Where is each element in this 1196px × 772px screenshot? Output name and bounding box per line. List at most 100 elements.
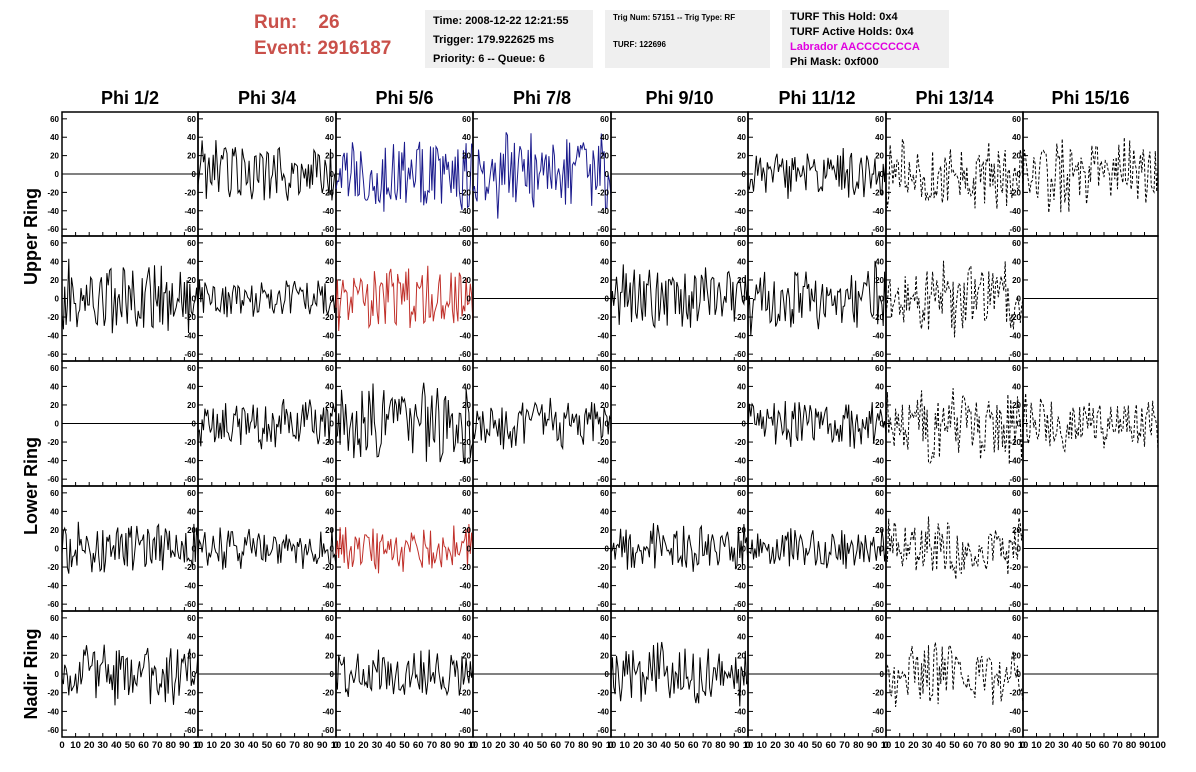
y-tick-label: 0 [192,170,197,179]
y-tick-label: -60 [872,475,884,484]
y-tick-label: -60 [597,350,609,359]
x-tick-label: 60 [413,740,424,751]
x-tick-label: 40 [661,740,672,751]
y-tick-label: -40 [459,707,471,716]
x-tick-label: 0 [333,740,338,751]
y-tick-label: -40 [322,332,334,341]
y-tick-label: 40 [600,133,609,142]
y-tick-label: 20 [325,276,334,285]
y-tick-label: -40 [459,582,471,591]
y-tick-label: -60 [1009,726,1021,735]
y-tick-label: -40 [1009,707,1021,716]
y-tick-label: -20 [47,188,59,197]
x-tick-label: 70 [427,740,438,751]
event-label: Event: [254,38,313,59]
y-tick-label: 60 [600,115,609,124]
x-tick-label: 60 [276,740,287,751]
y-tick-label: -40 [597,707,609,716]
y-tick-label: 20 [462,276,471,285]
y-tick-label: 60 [1012,614,1021,623]
y-tick-label: 20 [325,401,334,410]
y-tick-label: 20 [1012,526,1021,535]
y-tick-label: 40 [462,507,471,516]
y-tick-label: 20 [737,651,746,660]
y-tick-label: 60 [325,239,334,248]
y-tick-label: 40 [1012,507,1021,516]
x-tick-label: 0 [195,740,200,751]
y-tick-label: -20 [322,689,334,698]
panel-frame [197,360,337,487]
waveform-trace [747,260,887,336]
y-tick-label: 20 [737,152,746,161]
x-tick-label: 40 [386,740,397,751]
y-tick-label: -60 [459,475,471,484]
y-tick-label: 40 [737,133,746,142]
y-tick-label: -20 [184,188,196,197]
y-tick-label: -60 [322,225,334,234]
turf-text: TURF: 122696 [613,40,666,49]
y-tick-label: -20 [872,689,884,698]
y-tick-label: 0 [605,170,610,179]
x-tick-label: 50 [1085,740,1096,751]
column-header: Phi 13/14 [915,88,993,108]
y-tick-label: 60 [600,614,609,623]
x-tick-label: 80 [1126,740,1137,751]
waveform-trace [61,521,199,574]
y-tick-label: -60 [184,225,196,234]
x-tick-label: 10 [468,740,479,751]
column-header: Phi 15/16 [1051,88,1129,108]
y-tick-label: -40 [734,707,746,716]
y-tick-label: -20 [1009,438,1021,447]
x-tick-label: 80 [440,740,451,751]
y-tick-label: 60 [875,364,884,373]
y-tick-label: -60 [322,726,334,735]
y-tick-label: 20 [1012,401,1021,410]
y-tick-label: -40 [184,582,196,591]
y-tick-label: 60 [50,364,59,373]
y-tick-label: 20 [50,152,59,161]
waveform-trace [472,132,612,219]
y-tick-label: -40 [184,707,196,716]
x-tick-label: 20 [358,740,369,751]
y-tick-label: -20 [872,563,884,572]
y-tick-label: 20 [737,526,746,535]
y-tick-label: -40 [1009,207,1021,216]
y-tick-label: -60 [734,350,746,359]
x-tick-label: 60 [551,740,562,751]
x-tick-label: 60 [963,740,974,751]
y-tick-label: 0 [330,545,335,554]
y-tick-label: 20 [50,401,59,410]
y-tick-label: 60 [875,489,884,498]
panel-frame [885,235,1024,362]
y-tick-label: -20 [459,689,471,698]
y-tick-label: 60 [737,115,746,124]
x-tick-label: 10 [1031,740,1042,751]
y-tick-label: 40 [875,507,884,516]
x-tick-label: 30 [509,740,520,751]
x-tick-label: 30 [784,740,795,751]
y-tick-label: 20 [600,526,609,535]
y-tick-label: 60 [737,239,746,248]
y-tick-label: -20 [872,438,884,447]
y-tick-label: -40 [597,332,609,341]
y-tick-label: -20 [734,689,746,698]
y-tick-label: 60 [1012,364,1021,373]
y-tick-label: -20 [47,438,59,447]
y-tick-label: 40 [50,382,59,391]
y-tick-label: 0 [192,545,197,554]
x-tick-label: 20 [1045,740,1056,751]
y-tick-label: 60 [875,239,884,248]
y-tick-label: -20 [1009,689,1021,698]
panel-frame [610,485,749,612]
panel-frame [610,610,749,738]
y-tick-label: -40 [597,457,609,466]
x-tick-label: 70 [977,740,988,751]
turf-active-holds-text: TURF Active Holds: 0x4 [790,26,914,38]
x-tick-label: 20 [908,740,919,751]
y-tick-label: 60 [50,489,59,498]
y-tick-label: 60 [50,115,59,124]
y-tick-label: -60 [459,726,471,735]
x-tick-label: 40 [936,740,947,751]
y-tick-label: 40 [875,633,884,642]
y-tick-label: -40 [1009,332,1021,341]
